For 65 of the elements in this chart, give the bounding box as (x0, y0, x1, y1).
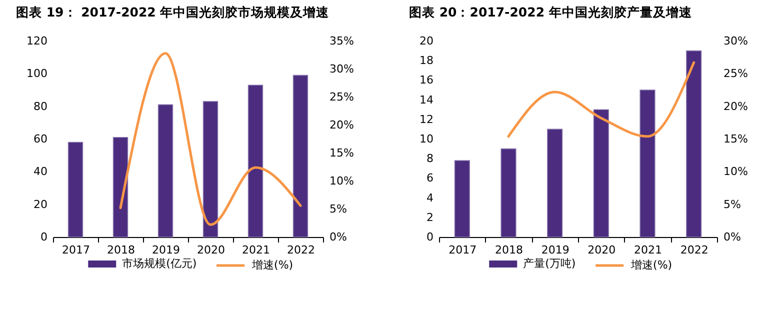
y2-tick-label: 10% (724, 165, 748, 178)
x-tick-label: 2018 (107, 244, 135, 256)
y-tick-label: 80 (34, 100, 48, 113)
y2-tick-label: 30% (330, 62, 354, 76)
y-tick-label: 0 (426, 230, 434, 244)
legend-label: 增速(%) (251, 258, 294, 272)
y2-tick-label: 15% (330, 146, 354, 160)
y-tick-label: 4 (426, 191, 434, 204)
y2-tick-label: 20% (330, 118, 354, 132)
bar (593, 109, 609, 238)
y-tick-label: 6 (426, 172, 434, 185)
y-tick-label: 2 (426, 210, 434, 224)
legend-label: 增速(%) (630, 258, 672, 272)
y2-tick-label: 25% (330, 90, 354, 104)
y2-tick-label: 0% (724, 230, 741, 244)
y-tick-label: 60 (34, 132, 48, 146)
y-tick-label: 100 (26, 67, 48, 80)
x-tick-label: 2020 (588, 244, 616, 256)
x-tick-label: 2022 (287, 244, 315, 256)
y2-tick-label: 10% (330, 174, 354, 188)
bar (454, 160, 470, 238)
y2-tick-label: 20% (724, 100, 748, 113)
line-series (507, 61, 696, 138)
y2-tick-label: 30% (724, 34, 748, 48)
bar (68, 142, 84, 238)
y-tick-label: 20 (420, 34, 434, 48)
bar (686, 50, 702, 238)
bar (158, 104, 174, 238)
legend-label: 产量(万吨) (523, 257, 576, 270)
y-tick-label: 12 (420, 112, 434, 126)
x-tick-label: 2022 (680, 244, 708, 256)
x-tick-label: 2018 (495, 244, 523, 256)
y2-tick-label: 25% (724, 67, 748, 80)
bar (500, 148, 516, 238)
y-tick-label: 14 (420, 93, 434, 106)
bar (202, 101, 218, 238)
chart-title: 图表 20：2017-2022 年中国光刻胶产量及增速 (409, 4, 693, 20)
chart-title: 图表 19： 2017-2022 年中国光刻胶市场规模及增速 (16, 4, 330, 20)
x-tick-label: 2020 (197, 244, 225, 256)
y-tick-label: 20 (34, 198, 48, 211)
bar (547, 128, 563, 238)
bar (248, 84, 264, 238)
y-tick-label: 18 (420, 54, 434, 68)
y-tick-label: 0 (40, 230, 48, 244)
x-tick-label: 2021 (242, 244, 270, 256)
y2-tick-label: 15% (724, 132, 748, 146)
bar (112, 136, 128, 238)
y2-tick-label: 0% (330, 230, 347, 244)
x-tick-label: 2019 (541, 244, 570, 256)
x-tick-label: 2021 (634, 244, 662, 256)
y-tick-label: 16 (420, 74, 434, 87)
x-tick-label: 2019 (152, 244, 180, 256)
y2-tick-label: 5% (330, 202, 347, 216)
x-tick-label: 2017 (62, 244, 90, 256)
y-tick-label: 40 (34, 165, 48, 178)
y-tick-label: 10 (420, 132, 434, 146)
x-tick-label: 2017 (448, 244, 477, 256)
bar (640, 90, 656, 238)
line-series (119, 52, 302, 226)
y2-tick-label: 5% (724, 198, 741, 211)
legend-label: 市场规模(亿元) (122, 257, 197, 270)
y2-tick-label: 35% (330, 34, 354, 48)
bar (292, 74, 308, 238)
y-tick-label: 8 (426, 152, 434, 166)
y-tick-label: 120 (26, 34, 48, 48)
